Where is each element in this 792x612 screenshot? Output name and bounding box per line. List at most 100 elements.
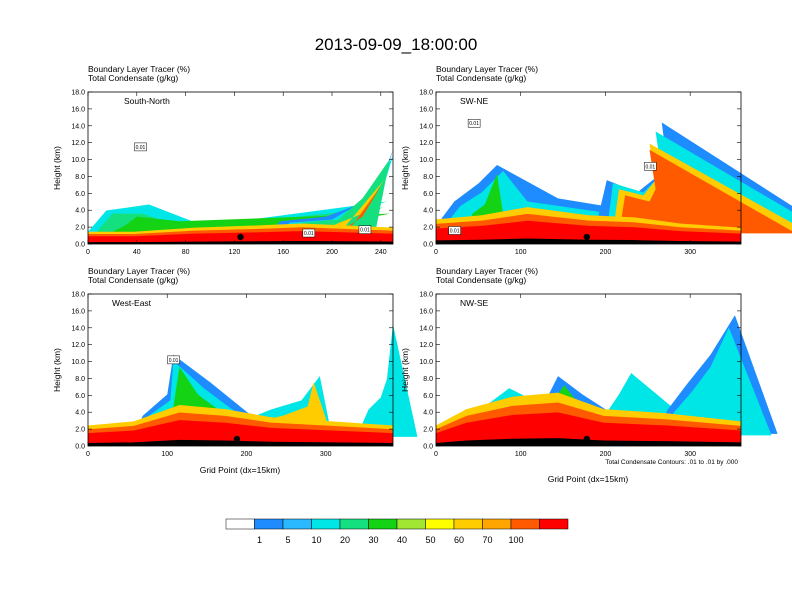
y-tick-label: 18.0 [71,90,85,97]
x-tick-label: 300 [320,451,332,458]
y-tick-label: 12.0 [419,140,433,147]
location-marker [583,435,591,443]
contour-label: 0.01 [450,228,460,234]
y-tick-label: 16.0 [419,106,433,113]
colorbar-swatch [396,518,426,530]
y-tick-label: 10.0 [419,359,433,366]
y-axis-label: Height (km) [400,348,410,392]
boundary-layer-band [436,412,741,446]
terrain [436,438,741,446]
y-tick-label: 16.0 [71,308,85,315]
colorbar-label: 70 [482,535,492,545]
panel-header-line1: Boundary Layer Tracer (%) [88,64,190,74]
colorbar-swatch [254,518,284,530]
panel-header-line2: Total Condensate (g/kg) [436,73,526,83]
y-tick-label: 6.0 [423,191,433,198]
tracer-region [661,327,772,436]
boundary-layer-band [88,420,393,446]
panel-south-north: 0.0 2.0 4.0 6.0 8.0 10.0 12.0 14.0 16.0 18.0 0 40 80… [71,90,394,256]
contour-label-box [644,162,657,171]
colorbar-swatch [311,518,341,530]
panel-header-line2: Total Condensate (g/kg) [88,73,178,83]
contour-label-box [302,228,316,238]
x-axis-label: Grid Point (dx=15km) [548,474,629,484]
plot-frame [435,91,742,245]
contour-label: 0.01 [360,228,370,234]
tracer-region [277,180,384,235]
boundary-layer-band [436,220,741,244]
y-axis-label: Height (km) [52,146,62,190]
x-tick-label: 300 [684,451,696,458]
colorbar-swatch [482,518,512,530]
colorbar-swatch [453,518,483,530]
colorbar-label: 5 [285,535,290,545]
colorbar-label: 30 [368,535,378,545]
y-tick-label: 4.0 [75,410,85,417]
colorbar-label: 10 [311,535,321,545]
panel-sw-ne: 0.0 2.0 4.0 6.0 8.0 10.0 12.0 14.0 16.0 18.0 0 100 2… [419,90,792,256]
panel-label: South-North [124,96,170,106]
contour-note: Total Condensate Contours: .01 to .01 by… [605,459,738,466]
colorbar-label: 100 [508,535,523,545]
panel-nw-se: 0.0 2.0 4.0 6.0 8.0 10.0 12.0 14.0 16.0 18.0 0 100 2… [419,292,778,458]
contour-label-box [448,226,461,235]
colorbar-swatch [282,518,312,530]
contour-label-box [358,225,372,234]
x-tick-label: 200 [241,451,253,458]
colorbar-swatch [539,518,569,530]
y-axis-label: Height (km) [400,146,410,190]
panel-header-line2: Total Condensate (g/kg) [436,275,526,285]
plot-frame [435,293,742,447]
y-tick-label: 14.0 [419,123,433,130]
colorbar-swatch [368,518,398,530]
location-marker [233,435,241,443]
y-tick-label: 12.0 [71,140,85,147]
x-tick-label: 0 [86,451,90,458]
location-marker [237,233,244,241]
y-tick-label: 18.0 [71,292,85,299]
y-tick-label: 8.0 [75,174,85,181]
x-tick-label: 80 [182,249,190,256]
location-marker [583,233,591,241]
panel-header-line1: Boundary Layer Tracer (%) [436,64,538,74]
x-tick-label: 100 [161,451,173,458]
colorbar-label: 60 [454,535,464,545]
tracer-region [356,324,418,437]
plot-frame [87,293,394,447]
y-tick-label: 4.0 [423,410,433,417]
contour-label: 0.01 [469,121,479,127]
colorbar-swatch [225,518,255,530]
x-tick-label: 200 [326,249,338,256]
x-tick-label: 0 [434,249,438,256]
panel-header-line2: Total Condensate (g/kg) [88,275,178,285]
y-tick-label: 2.0 [75,427,85,434]
y-tick-label: 6.0 [75,191,85,198]
colorbar-label: 1 [257,535,262,545]
terrain [436,238,741,244]
colorbar: 1 5 10 20 30 40 50 60 70 100 [225,518,569,545]
colorbar-swatch [339,518,369,530]
y-tick-label: 8.0 [423,174,433,181]
colorbar-label: 50 [425,535,435,545]
y-tick-label: 10.0 [71,157,85,164]
colorbar-swatch [510,518,540,530]
tracer-region [295,186,381,237]
y-tick-label: 4.0 [75,208,85,215]
y-tick-label: 2.0 [423,427,433,434]
x-tick-label: 200 [600,451,612,458]
y-tick-label: 18.0 [419,292,433,299]
x-tick-label: 300 [684,249,696,256]
y-tick-label: 2.0 [75,225,85,232]
panel-label: SW-NE [460,96,489,106]
x-tick-label: 120 [229,249,241,256]
y-tick-label: 12.0 [419,342,433,349]
y-tick-label: 6.0 [75,393,85,400]
plot-frame [87,91,394,245]
y-tick-label: 12.0 [71,342,85,349]
x-tick-label: 240 [375,249,387,256]
panel-label: West-East [112,298,152,308]
figure-title: 2013-09-09_18:00:00 [315,35,478,54]
panel-label: NW-SE [460,298,489,308]
x-tick-label: 40 [133,249,141,256]
y-tick-label: 0.0 [75,444,85,451]
